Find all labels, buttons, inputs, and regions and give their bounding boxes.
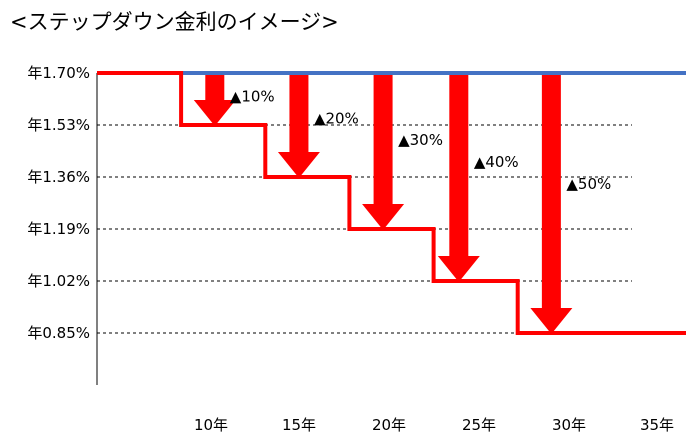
y-tick-label: 年1.02%	[27, 272, 90, 290]
reduction-label: ▲40%	[474, 153, 519, 171]
x-tick-label: 35年	[640, 416, 674, 434]
x-tick-labels: 10年 15年 20年 25年 30年 35年	[194, 416, 674, 434]
x-tick-label: 20年	[372, 416, 406, 434]
y-tick-labels: 年1.70% 年1.53% 年1.36% 年1.19% 年1.02% 年0.85%	[27, 64, 90, 342]
down-arrow	[362, 75, 405, 230]
x-tick-label: 30年	[552, 416, 586, 434]
down-arrow	[530, 75, 573, 334]
reduction-arrows	[193, 75, 573, 334]
x-tick-label: 10年	[194, 416, 228, 434]
reduction-label: ▲20%	[314, 109, 359, 127]
x-tick-label: 15年	[282, 416, 316, 434]
y-tick-label: 年1.70%	[27, 64, 90, 82]
reduction-label: ▲50%	[566, 175, 611, 193]
chart-title: <ステップダウン金利のイメージ>	[10, 10, 339, 34]
y-tick-label: 年1.36%	[27, 168, 90, 186]
down-arrow	[277, 75, 320, 178]
reduction-label: ▲10%	[230, 87, 275, 105]
reduction-label: ▲30%	[398, 131, 443, 149]
down-arrow	[193, 75, 236, 126]
down-arrow	[437, 75, 480, 282]
stepdown-rate-line	[97, 71, 686, 335]
reduction-labels: ▲10% ▲20% ▲30% ▲40% ▲50%	[230, 87, 611, 192]
y-tick-label: 年1.53%	[27, 116, 90, 134]
y-tick-label: 年0.85%	[27, 324, 90, 342]
y-tick-label: 年1.19%	[27, 220, 90, 238]
series-lines	[97, 71, 686, 335]
x-tick-label: 25年	[462, 416, 496, 434]
